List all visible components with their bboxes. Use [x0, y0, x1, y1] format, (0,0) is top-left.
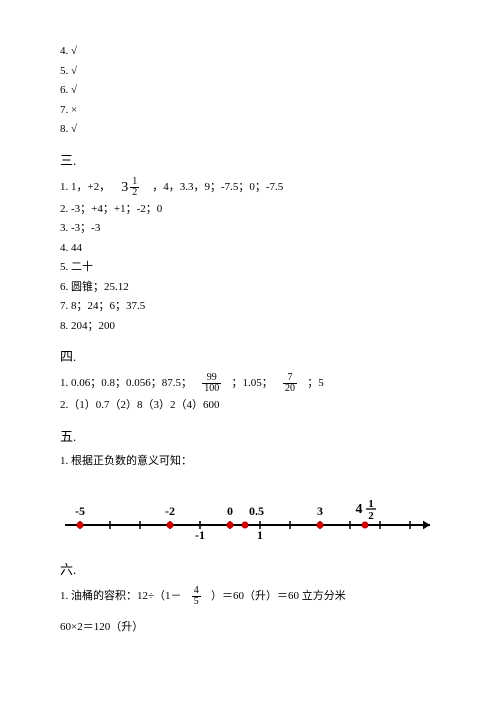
svg-text:0: 0 — [227, 504, 233, 518]
s3-line3: 3. -3；-3 — [60, 220, 440, 237]
item-5: 5. √ — [60, 63, 440, 80]
svg-text:1: 1 — [257, 528, 263, 542]
s3-line1-part-a: 1. 1，+2， — [60, 181, 110, 193]
s3-line5: 5. 二十 — [60, 259, 440, 276]
s5-line1: 1. 根据正负数的意义可知： — [60, 453, 440, 470]
item-7: 7. × — [60, 102, 440, 119]
svg-text:0.5: 0.5 — [249, 504, 264, 518]
svg-text:-1: -1 — [195, 528, 205, 542]
s6-line1: 1. 油桶的容积：12÷（1－ 45 ）＝60（升）＝60 立方分米 — [60, 586, 440, 607]
svg-text:1: 1 — [368, 498, 374, 510]
s3-line8: 8. 204；200 — [60, 318, 440, 335]
s4-line2: 2.（1）0.7（2）8（3）2（4）600 — [60, 397, 440, 414]
item-8: 8. √ — [60, 121, 440, 138]
item-4: 4. √ — [60, 43, 440, 60]
s6-line2: 60×2＝120（升） — [60, 619, 440, 636]
frac-den: 20 — [283, 384, 297, 394]
s3-line1: 1. 1，+2， 312 ，4，3.3，9；-7.5；0；-7.5 — [60, 177, 440, 198]
section-4-header: 四. — [60, 346, 440, 365]
fraction-7-20: 720 — [283, 373, 297, 394]
mixed-fraction-3-1-2: 312 — [121, 177, 141, 198]
svg-text:-2: -2 — [165, 504, 175, 518]
svg-text:-5: -5 — [75, 504, 85, 518]
mixed-whole: 3 — [121, 180, 128, 195]
frac-den: 100 — [202, 384, 221, 394]
s4-line1-c: ；5 — [307, 377, 324, 389]
s6-line1-a: 1. 油桶的容积：12÷（1－ — [60, 590, 182, 602]
mixed-den: 2 — [130, 188, 139, 198]
s4-line1-b: ；1.05； — [232, 377, 273, 389]
s6-line1-b: ）＝60（升）＝60 立方分米 — [211, 590, 346, 602]
fraction-99-100: 99100 — [202, 373, 221, 394]
s4-line1-a: 1. 0.06；0.8；0.056；87.5； — [60, 377, 192, 389]
item-6: 6. √ — [60, 82, 440, 99]
s3-line7: 7. 8；24；6；37.5 — [60, 298, 440, 315]
s3-line6: 6. 圆锥；25.12 — [60, 279, 440, 296]
s3-line1-part-b: ，4，3.3，9；-7.5；0；-7.5 — [152, 181, 283, 193]
fraction-4-5: 45 — [192, 586, 201, 607]
mixed-num: 1 — [130, 177, 139, 188]
section-5-header: 五. — [60, 426, 440, 445]
s3-line2: 2. -3；+4；+1；-2；0 — [60, 201, 440, 218]
number-line-figure: -5-2-10130.5412 — [60, 487, 440, 547]
s4-line1: 1. 0.06；0.8；0.056；87.5； 99100 ；1.05； 720… — [60, 373, 440, 394]
svg-text:3: 3 — [317, 504, 323, 518]
svg-text:4: 4 — [356, 502, 363, 517]
section-6-header: 六. — [60, 559, 440, 578]
frac-den: 5 — [192, 597, 201, 607]
number-line-svg: -5-2-10130.5412 — [60, 487, 440, 547]
svg-text:2: 2 — [368, 510, 374, 522]
section-3-header: 三. — [60, 150, 440, 169]
s3-line4: 4. 44 — [60, 240, 440, 257]
